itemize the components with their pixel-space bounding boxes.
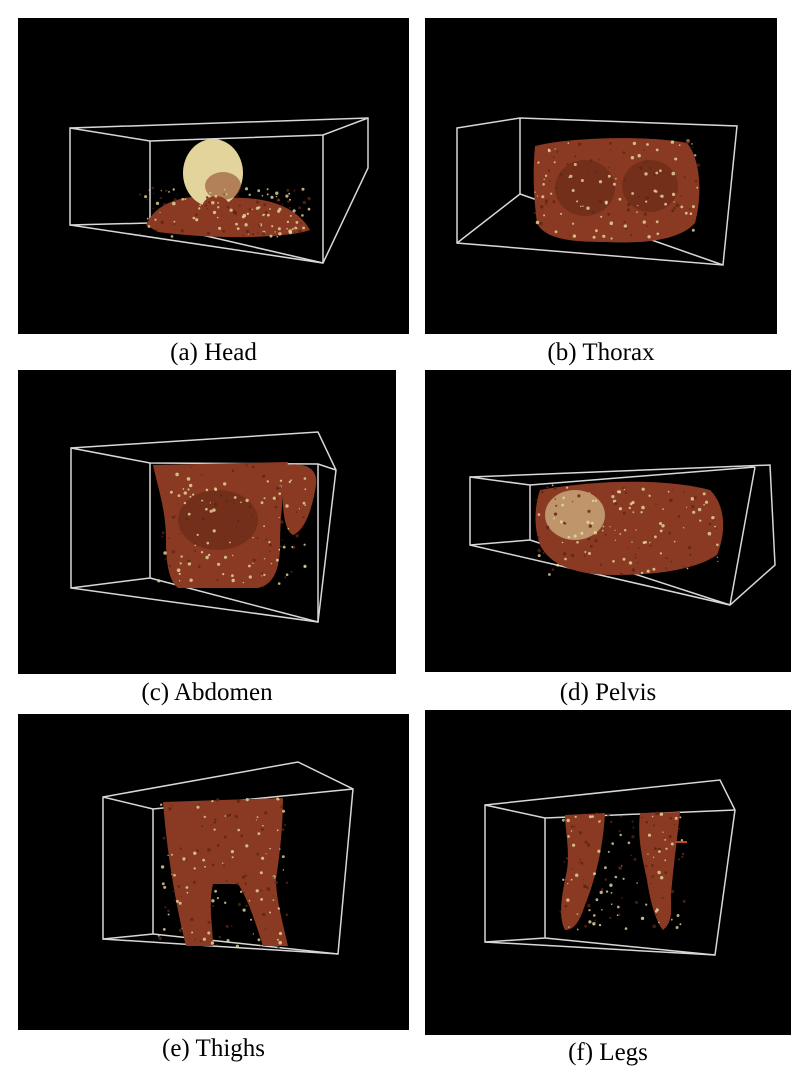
panel-thighs-render [18,714,409,1030]
bounding-box [102,761,354,955]
abdomen-volume-svg [70,431,337,623]
caption-a: (a) Head [170,339,257,366]
legs-speckle [559,811,686,931]
thorax-tissue [533,138,700,243]
panel-thorax-render [425,18,777,334]
caption-e: (e) Thighs [162,1035,265,1062]
head-tissue [146,139,310,238]
thighs-tissue [163,798,288,946]
panel-legs-render [425,710,791,1035]
head-volume-svg [69,117,369,264]
caption-f: (f) Legs [568,1039,648,1066]
thighs-volume-svg [102,761,354,955]
thorax-speckle [533,139,701,240]
bounding-box [484,779,736,956]
panel-head-render [18,18,409,334]
caption-d: (d) Pelvis [559,679,657,706]
pelvis-speckle [535,484,719,576]
caption-c: (c) Abdomen [141,679,273,706]
bounding-box [70,431,337,623]
thorax-volume-svg [456,117,738,266]
head-speckle [139,186,311,238]
legs-tissue [561,812,687,930]
panel-abdomen-render [18,370,396,674]
legs-volume-svg [484,779,736,956]
thighs-speckle [157,797,289,950]
caption-b: (b) Thorax [547,339,655,366]
pelvis-volume-svg [469,464,776,606]
pelvis-tissue [535,481,724,575]
panel-pelvis-render [425,370,791,672]
abdomen-speckle [157,464,307,585]
